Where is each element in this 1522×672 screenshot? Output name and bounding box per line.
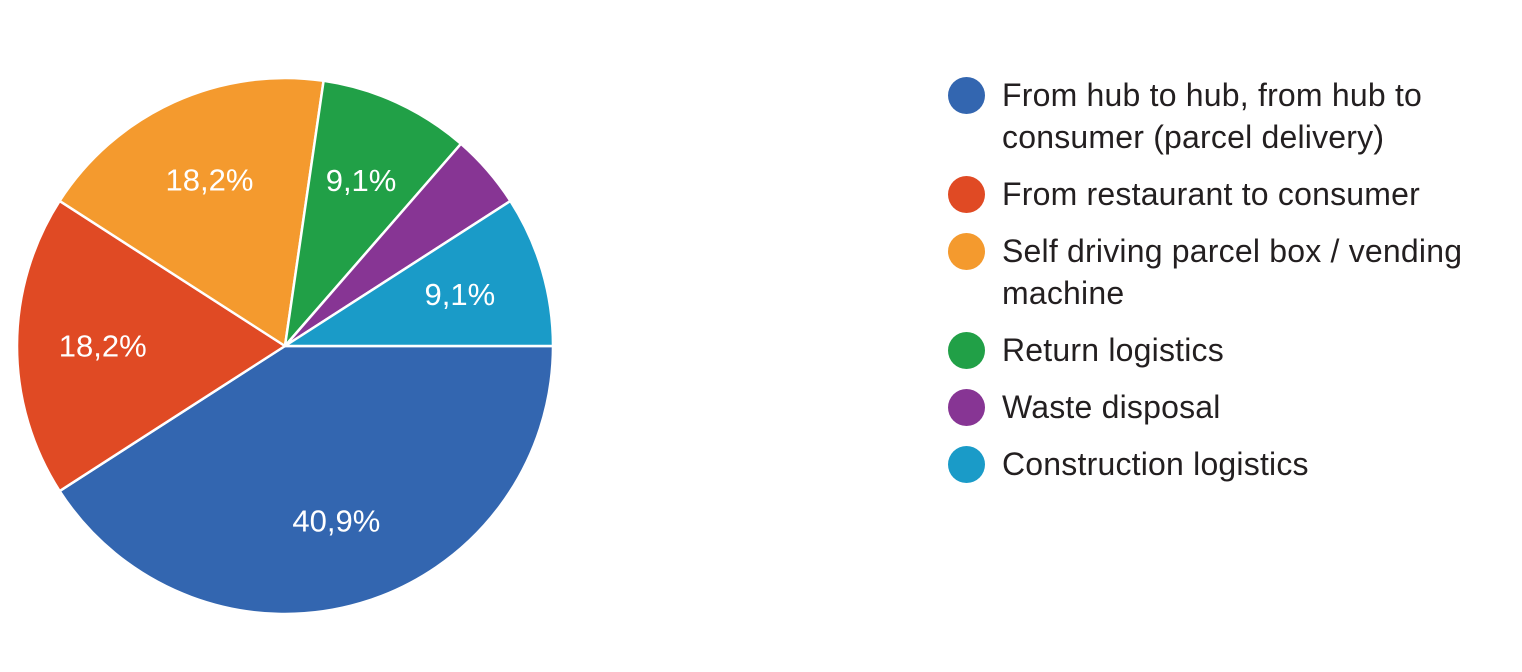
legend-item: Waste disposal [948,386,1518,428]
legend-item: Self driving parcel box / vending machin… [948,230,1518,314]
legend-item: Return logistics [948,329,1518,371]
pie-slice [283,199,555,348]
legend-label: From restaurant to consumer [1002,176,1420,212]
pie-slice [58,76,325,348]
pie-slices [15,76,555,616]
pie-slice-label: 9,1% [425,277,496,312]
legend-label: Self driving parcel box / vending machin… [1002,233,1463,311]
legend-label: From hub to hub, from hub to consumer (p… [1002,77,1423,155]
pie-slice-label: 18,2% [166,163,254,198]
pie-slice-label: 18,2% [59,329,147,364]
pie-slice-label: 9,1% [326,163,397,198]
legend-label: Waste disposal [1002,389,1221,425]
legend-swatch [948,332,985,369]
legend-swatch [948,77,985,114]
legend-label: Construction logistics [1002,446,1309,482]
legend: From hub to hub, from hub to consumer (p… [948,74,1518,500]
pie-slice [15,199,287,493]
legend-swatch [948,389,985,426]
legend-label: Return logistics [1002,332,1224,368]
legend-item: Construction logistics [948,443,1518,485]
legend-swatch [948,446,985,483]
legend-swatch [948,233,985,270]
legend-swatch [948,176,985,213]
legend-item: From hub to hub, from hub to consumer (p… [948,74,1518,158]
pie-slice-labels: 40,9% 18,2% 18,2% 9,1% 9,1% [59,163,495,539]
pie-slice [283,79,463,348]
pie-slice-label: 40,9% [292,503,380,538]
legend-item: From restaurant to consumer [948,173,1518,215]
